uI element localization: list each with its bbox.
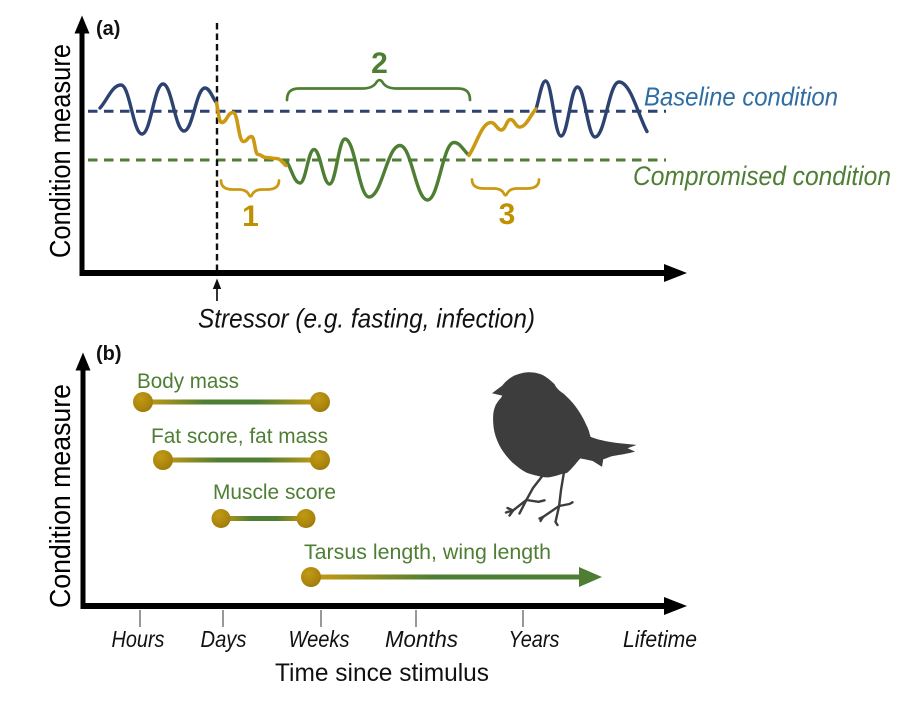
svg-text:Baseline condition: Baseline condition (644, 82, 838, 112)
svg-text:Years: Years (509, 626, 560, 652)
svg-text:Weeks: Weeks (289, 626, 350, 652)
svg-text:Tarsus length, wing length: Tarsus length, wing length (304, 541, 551, 564)
svg-text:(b): (b) (96, 343, 122, 365)
svg-text:Time since stimulus: Time since stimulus (275, 659, 489, 687)
svg-text:Hours: Hours (112, 626, 165, 652)
svg-text:Stressor (e.g. fasting, infect: Stressor (e.g. fasting, infection) (198, 304, 535, 334)
svg-text:Body mass: Body mass (137, 370, 239, 393)
svg-text:Condition measure: Condition measure (45, 44, 77, 258)
svg-text:Days: Days (201, 626, 247, 652)
svg-text:3: 3 (499, 198, 516, 231)
svg-text:Lifetime: Lifetime (623, 626, 697, 652)
svg-text:Compromised condition: Compromised condition (633, 161, 891, 191)
svg-text:Months: Months (385, 626, 458, 652)
svg-text:2: 2 (371, 47, 388, 80)
svg-text:Fat score, fat mass: Fat score, fat mass (151, 425, 328, 448)
svg-text:Muscle score: Muscle score (213, 481, 336, 504)
svg-text:1: 1 (242, 200, 259, 233)
svg-text:Condition measure: Condition measure (45, 384, 77, 608)
svg-text:(a): (a) (96, 18, 120, 40)
